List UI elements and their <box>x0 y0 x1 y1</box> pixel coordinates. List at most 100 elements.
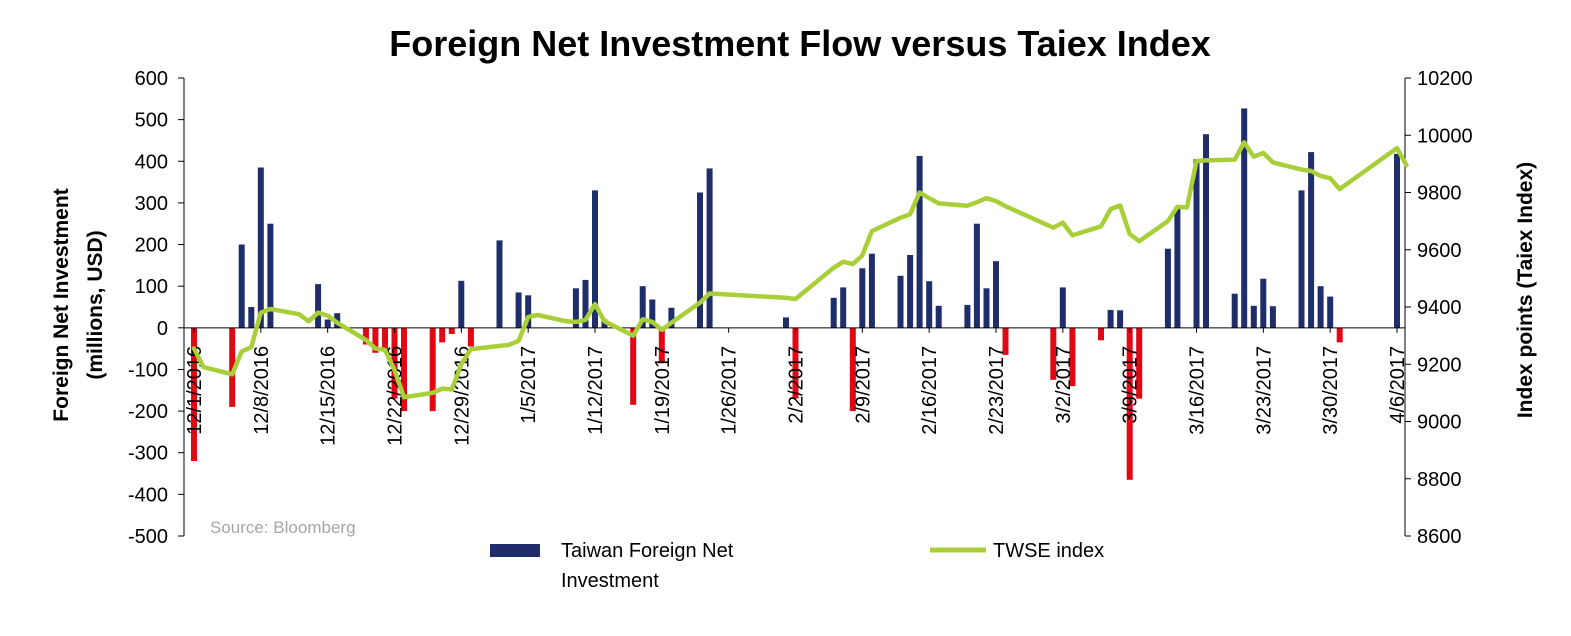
x-tick-label: 1/5/2017 <box>518 346 540 424</box>
bar <box>964 304 971 328</box>
bar <box>649 299 656 328</box>
legend: Taiwan Foreign Net Investment TWSE index <box>490 540 1104 592</box>
left-tick-label: -100 <box>128 359 168 381</box>
right-tick-label: 9600 <box>1417 240 1462 262</box>
legend-bar-swatch <box>490 544 540 557</box>
x-tick-label: 1/26/2017 <box>719 346 741 435</box>
x-tick-label: 3/9/2017 <box>1120 346 1142 424</box>
left-tick-label: 300 <box>135 193 168 215</box>
x-tick-label: 12/22/2016 <box>385 346 407 446</box>
bar <box>973 223 980 328</box>
bar <box>897 275 904 328</box>
right-tick-label: 8600 <box>1417 526 1462 548</box>
left-tick-label: -400 <box>128 484 168 506</box>
bar <box>916 155 923 328</box>
bar <box>1069 327 1076 387</box>
chart-title: Foreign Net Investment Flow versus Taiex… <box>389 23 1211 64</box>
x-tick-label: 3/23/2017 <box>1253 346 1275 435</box>
left-tick-label: -300 <box>128 443 168 465</box>
bar <box>592 190 598 328</box>
left-axis-title: Foreign Net Investment (millions, USD) <box>50 188 107 421</box>
right-axis-title-text: Index points (Taiex Index) <box>1514 162 1537 418</box>
left-tick-label: -500 <box>128 526 168 548</box>
bar <box>191 327 197 461</box>
left-tick-label: 200 <box>135 235 168 257</box>
bar <box>496 240 503 328</box>
left-axis-title-line-1: Foreign Net Investment <box>50 188 73 421</box>
bar <box>1327 296 1334 328</box>
x-tick-label: 12/8/2016 <box>251 346 273 435</box>
bar <box>324 319 331 328</box>
bar <box>238 244 245 328</box>
bar <box>1059 287 1066 328</box>
left-tick-label: 400 <box>135 151 168 173</box>
bar <box>267 223 274 328</box>
bar <box>697 192 703 328</box>
bar <box>1250 305 1257 328</box>
x-tick-label: 3/16/2017 <box>1187 346 1209 435</box>
bar <box>467 327 474 347</box>
bar <box>1107 309 1114 328</box>
right-axis-title: Index points (Taiex Index) <box>1514 162 1537 418</box>
bar <box>362 327 369 345</box>
left-axis-title-line-2: (millions, USD) <box>84 230 107 379</box>
bar-series <box>191 108 1400 480</box>
bar <box>458 280 465 328</box>
bar <box>257 167 264 328</box>
bar <box>372 327 379 353</box>
bar <box>382 327 388 351</box>
line-series <box>191 140 1409 400</box>
bar <box>315 284 322 328</box>
bar <box>859 268 866 328</box>
right-tick-label: 9000 <box>1417 412 1462 434</box>
bar <box>1269 306 1276 328</box>
bar <box>668 307 675 328</box>
bar <box>1203 134 1209 328</box>
bar <box>525 295 532 328</box>
bar <box>639 286 646 328</box>
bar <box>515 292 522 328</box>
bar <box>1193 159 1200 328</box>
x-axis: 12/1/2016 12/8/2016 12/15/2016 12/22/2016 12… <box>184 327 1409 446</box>
bar <box>1098 327 1104 341</box>
x-tick-label: 2/9/2017 <box>852 346 874 424</box>
bar <box>1174 207 1181 328</box>
bar <box>401 327 407 412</box>
left-tick-label: -200 <box>128 401 168 423</box>
bar <box>983 288 990 328</box>
bar <box>1336 327 1343 343</box>
legend-line-label: TWSE index <box>993 540 1104 562</box>
x-tick-label: 1/19/2017 <box>652 346 674 435</box>
bar <box>439 327 446 343</box>
bar <box>840 287 847 328</box>
bar <box>658 327 665 364</box>
x-tick-label: 1/12/2017 <box>585 346 607 435</box>
x-tick-label: 3/30/2017 <box>1320 346 1342 435</box>
left-tick-label: 600 <box>135 68 168 90</box>
bar <box>935 305 942 328</box>
bar <box>229 327 236 407</box>
bar <box>783 317 789 328</box>
right-tick-label: 9200 <box>1417 354 1462 376</box>
bar <box>1241 108 1248 328</box>
bar <box>448 327 455 334</box>
bar <box>1394 153 1400 328</box>
twse-index-line <box>191 140 1409 400</box>
x-tick-label: 2/2/2017 <box>786 346 808 424</box>
left-tick-label: 100 <box>135 276 168 298</box>
bar <box>792 327 799 399</box>
right-tick-label: 10200 <box>1417 68 1473 90</box>
bar <box>1164 248 1171 328</box>
x-tick-label: 12/15/2016 <box>318 346 340 446</box>
left-y-axis: 600 500 400 300 200 100 0 -100 -200 -300 -400 -500 <box>128 68 185 548</box>
bar <box>391 327 398 399</box>
bar <box>1050 327 1057 380</box>
bar <box>1002 327 1009 355</box>
bar <box>1136 327 1143 399</box>
right-tick-label: 9400 <box>1417 297 1462 319</box>
x-tick-label: 2/23/2017 <box>986 346 1008 435</box>
bar <box>993 261 999 328</box>
bar <box>429 327 436 412</box>
left-tick-label: 0 <box>157 318 168 340</box>
